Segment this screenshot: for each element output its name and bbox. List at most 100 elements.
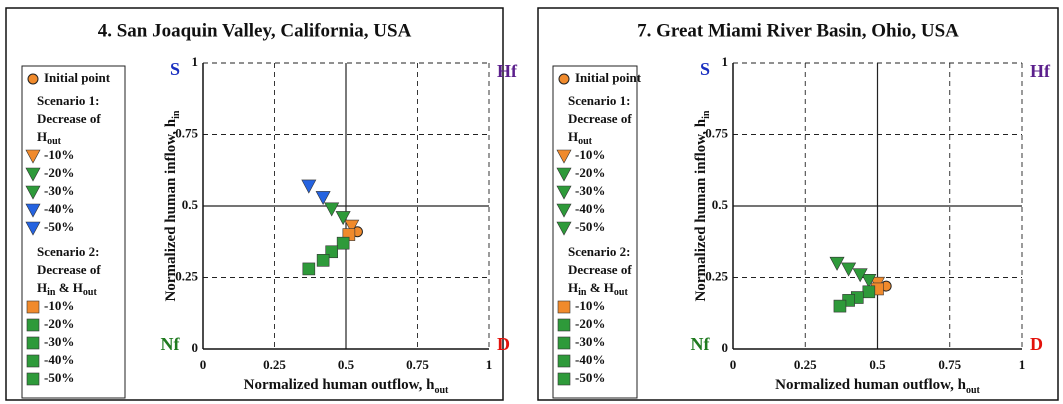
corner-label: S	[170, 59, 180, 79]
legend-label: -40%	[575, 352, 605, 367]
legend-symbol	[557, 354, 571, 368]
legend-heading: Decrease of	[37, 111, 101, 126]
data-point	[335, 211, 351, 226]
legend-symbol	[556, 167, 572, 182]
x-axis-label: Normalized human outflow, hout	[775, 377, 980, 396]
x-axis-label-sub: out	[434, 385, 449, 396]
legend-label: -40%	[575, 201, 605, 216]
legend-formula-sub: in	[47, 287, 56, 298]
legend-heading: Decrease of	[568, 111, 632, 126]
x-tick-label: 0.75	[406, 357, 429, 372]
data-point	[852, 268, 868, 283]
y-axis-label-text: Normalized human inflow, h	[693, 118, 709, 301]
legend-label: -50%	[575, 219, 605, 234]
legend-label: -30%	[575, 334, 605, 349]
corner-label: S	[700, 59, 710, 79]
legend-formula: Hout	[37, 129, 62, 147]
corner-label: Hf	[497, 61, 518, 81]
legend-symbol	[556, 185, 572, 200]
legend-formula: Hin & Hout	[568, 280, 628, 298]
legend-formula-sub: out	[83, 287, 98, 298]
legend-symbol	[556, 203, 572, 218]
data-point	[861, 274, 877, 288]
x-tick-label: 0	[730, 357, 737, 372]
y-axis-label-sub: in	[171, 110, 182, 119]
legend-symbol	[556, 221, 572, 236]
legend-label: -20%	[44, 165, 74, 180]
legend-symbol	[26, 336, 40, 350]
legend-formula-text: H	[37, 280, 47, 295]
legend-label: -10%	[575, 147, 605, 162]
legend-formula: Hout	[568, 129, 593, 147]
x-tick-label: 1	[486, 357, 493, 372]
legend-symbol	[25, 167, 41, 182]
x-axis-label: Normalized human outflow, hout	[244, 377, 449, 396]
data-point	[833, 299, 847, 313]
legend-formula: Hin & Hout	[37, 280, 97, 298]
legend-symbol	[26, 318, 40, 332]
legend-symbol	[557, 372, 571, 386]
y-tick-label: 0	[192, 340, 199, 355]
data-point	[324, 202, 340, 217]
legend-label: -20%	[575, 316, 605, 331]
legend-label: -50%	[575, 370, 605, 385]
legend-label: -40%	[44, 201, 74, 216]
y-tick-label: 0.25	[705, 268, 728, 283]
data-point	[829, 256, 845, 271]
legend-label: -30%	[575, 183, 605, 198]
y-tick-label: 0.75	[175, 125, 198, 140]
data-point	[315, 191, 331, 206]
legend-heading: Decrease of	[568, 262, 632, 277]
x-tick-label: 1	[1019, 357, 1026, 372]
legend-label: Initial point	[575, 70, 642, 85]
x-tick-label: 0	[200, 357, 207, 372]
data-point	[344, 219, 360, 234]
y-axis-label-sub: in	[701, 110, 712, 119]
legend-symbol	[25, 185, 41, 200]
legend-label: -50%	[44, 219, 74, 234]
y-tick-label: 0.5	[712, 197, 729, 212]
legend-label: -40%	[44, 352, 74, 367]
data-point	[841, 262, 857, 277]
x-tick-label: 0.25	[263, 357, 286, 372]
legend-formula-text: H	[568, 129, 578, 144]
legend-heading: Scenario 1:	[568, 93, 630, 108]
legend-heading: Scenario 2:	[568, 244, 630, 259]
legend-formula-text: & H	[55, 280, 82, 295]
y-tick-label: 0.75	[705, 125, 728, 140]
x-tick-label: 0.25	[794, 357, 817, 372]
legend-symbol	[557, 300, 571, 314]
legend-label: -10%	[575, 298, 605, 313]
legend-formula-text: H	[568, 280, 578, 295]
legend-symbol	[25, 203, 41, 218]
legend-symbol	[27, 73, 39, 85]
legend-heading: Scenario 1:	[37, 93, 99, 108]
data-point	[862, 285, 876, 299]
y-axis-label: Normalized human inflow, hin	[163, 110, 182, 301]
legend-heading: Decrease of	[37, 262, 101, 277]
legend-label: -10%	[44, 298, 74, 313]
corner-label: D	[1030, 334, 1043, 354]
y-axis-label-text: Normalized human inflow, h	[163, 118, 179, 301]
legend-formula-sub: out	[578, 136, 593, 147]
legend-symbol	[26, 354, 40, 368]
panel-frame	[5, 7, 504, 401]
legend-formula-text: H	[37, 129, 47, 144]
legend-symbol	[557, 318, 571, 332]
legend-symbol	[556, 149, 572, 164]
x-tick-label: 0.5	[338, 357, 355, 372]
corner-label: Nf	[691, 334, 711, 354]
legend-symbol	[557, 336, 571, 350]
legend-formula-sub: out	[614, 287, 629, 298]
x-tick-label: 0.75	[938, 357, 961, 372]
y-tick-label: 0.5	[182, 197, 199, 212]
legend-symbol	[26, 300, 40, 314]
corner-label: D	[497, 334, 510, 354]
legend-symbol	[25, 149, 41, 164]
legend-label: -10%	[44, 147, 74, 162]
x-axis-label-text: Normalized human outflow, h	[775, 377, 967, 393]
legend-formula-sub: in	[578, 287, 587, 298]
legend-label: -20%	[575, 165, 605, 180]
corner-label: Hf	[1030, 61, 1051, 81]
